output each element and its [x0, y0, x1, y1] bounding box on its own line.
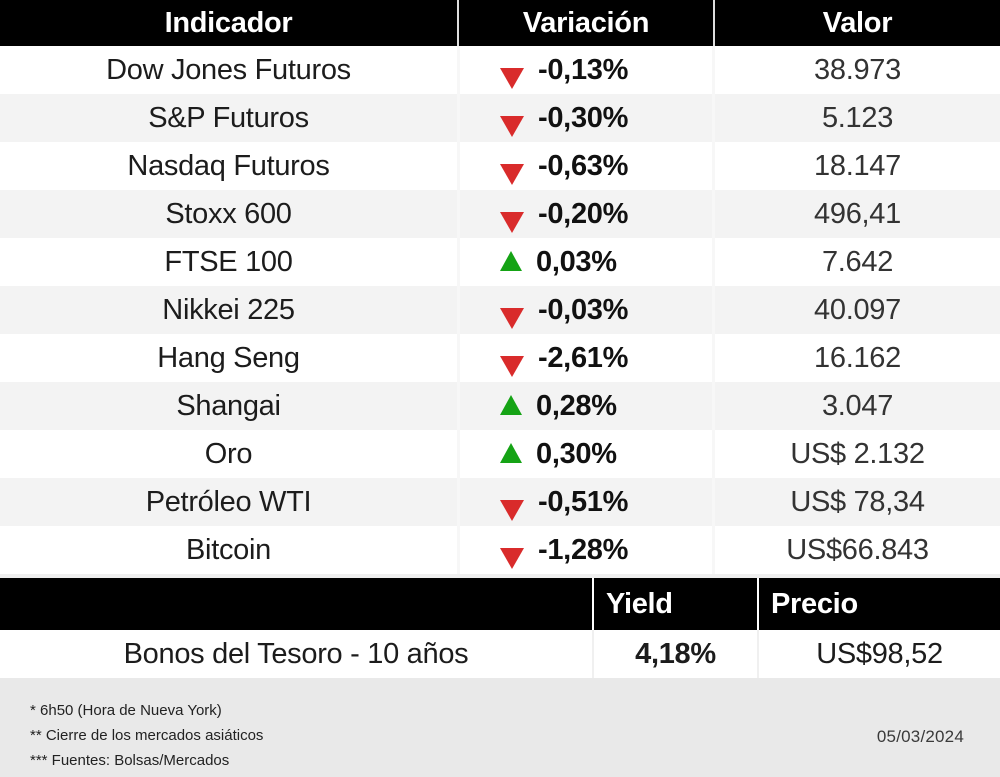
variation-cell: -0,30%: [457, 94, 715, 142]
variation-value: -0,63%: [538, 149, 629, 182]
column-header-variacion: Variación: [457, 0, 715, 46]
indicator-name: Petróleo WTI: [145, 485, 312, 518]
indicator-value: 3.047: [821, 389, 894, 422]
indicator-name: Nikkei 225: [162, 293, 295, 326]
variation-value: 0,03%: [536, 245, 617, 278]
arrow-down-icon: [500, 499, 524, 521]
variation-value: -0,51%: [538, 485, 629, 518]
column-header-indicador: Indicador: [164, 6, 293, 39]
footnote-asian-close: ** Cierre de los mercados asiáticos: [30, 727, 264, 744]
table-row: FTSE 100 0,03% 7.642: [0, 238, 1000, 286]
variation-cell: -0,03%: [457, 286, 715, 334]
footnote-sources: *** Fuentes: Bolsas/Mercados: [30, 752, 230, 769]
indicator-value: US$ 2.132: [790, 437, 925, 470]
variation-cell: 0,30%: [457, 430, 715, 478]
arrow-down-icon: [500, 307, 524, 329]
arrow-down-icon: [500, 211, 524, 233]
indicator-value: 496,41: [814, 197, 901, 230]
variation-value: -0,03%: [538, 293, 629, 326]
footnote-time: * 6h50 (Hora de Nueva York): [30, 702, 222, 719]
arrow-down-icon: [500, 547, 524, 569]
variation-value: 0,28%: [536, 389, 617, 422]
arrow-up-icon: [500, 251, 522, 271]
table1-body: Dow Jones Futuros -0,13% 38.973 S&P Futu…: [0, 46, 1000, 574]
table-row: Dow Jones Futuros -0,13% 38.973: [0, 46, 1000, 94]
table-row: S&P Futuros -0,30% 5.123: [0, 94, 1000, 142]
indicator-name: Oro: [204, 437, 253, 470]
variation-value: -2,61%: [538, 341, 629, 374]
variation-cell: -2,61%: [457, 334, 715, 382]
date-label: 05/03/2024: [876, 727, 964, 746]
variation-value: 0,30%: [536, 437, 617, 470]
table-separator: [0, 574, 1000, 578]
table-row: Oro 0,30% US$ 2.132: [0, 430, 1000, 478]
variation-cell: -0,20%: [457, 190, 715, 238]
indicator-name: Hang Seng: [157, 341, 300, 374]
bond-price-value: US$98,52: [757, 630, 1000, 678]
indicator-name: Shangai: [176, 389, 281, 422]
variation-value: -0,20%: [538, 197, 629, 230]
variation-cell: -0,13%: [457, 46, 715, 94]
indicator-value: 18.147: [814, 149, 901, 182]
variation-value: -1,28%: [538, 533, 629, 566]
column-header-yield: Yield: [592, 578, 757, 630]
indicator-value: US$66.843: [786, 533, 929, 566]
variation-value: -0,30%: [538, 101, 629, 134]
arrow-up-icon: [500, 395, 522, 415]
arrow-down-icon: [500, 355, 524, 377]
column-header-empty: [0, 578, 592, 630]
indicator-name: S&P Futuros: [148, 101, 309, 134]
bond-label: Bonos del Tesoro - 10 años: [123, 637, 469, 670]
variation-cell: 0,28%: [457, 382, 715, 430]
indicator-name: Stoxx 600: [165, 197, 292, 230]
arrow-down-icon: [500, 67, 524, 89]
table-row: Nasdaq Futuros -0,63% 18.147: [0, 142, 1000, 190]
table-row: Bitcoin -1,28% US$66.843: [0, 526, 1000, 574]
indicator-value: 16.162: [814, 341, 901, 374]
variation-cell: 0,03%: [457, 238, 715, 286]
table-row: Hang Seng -2,61% 16.162: [0, 334, 1000, 382]
table-row: Petróleo WTI -0,51% US$ 78,34: [0, 478, 1000, 526]
indicator-value: US$ 78,34: [790, 485, 925, 518]
arrow-down-icon: [500, 163, 524, 185]
column-header-precio: Precio: [757, 578, 1000, 630]
indicator-value: 7.642: [821, 245, 894, 278]
table2-header-row: Yield Precio: [0, 578, 1000, 630]
variation-cell: -0,63%: [457, 142, 715, 190]
indicator-name: FTSE 100: [164, 245, 293, 278]
bond-yield-value: 4,18%: [592, 630, 757, 678]
indicator-value: 40.097: [814, 293, 901, 326]
variation-cell: -1,28%: [457, 526, 715, 574]
table-row: Shangai 0,28% 3.047: [0, 382, 1000, 430]
arrow-up-icon: [500, 443, 522, 463]
variation-cell: -0,51%: [457, 478, 715, 526]
table-row: Nikkei 225 -0,03% 40.097: [0, 286, 1000, 334]
arrow-down-icon: [500, 115, 524, 137]
indicator-name: Bitcoin: [186, 533, 271, 566]
footer: * 6h50 (Hora de Nueva York) ** Cierre de…: [0, 678, 1000, 777]
indicator-name: Dow Jones Futuros: [106, 53, 351, 86]
indicator-name: Nasdaq Futuros: [127, 149, 330, 182]
table-row: Stoxx 600 -0,20% 496,41: [0, 190, 1000, 238]
indicator-value: 38.973: [814, 53, 901, 86]
variation-value: -0,13%: [538, 53, 629, 86]
table1-header-row: Indicador Variación Valor: [0, 0, 1000, 46]
column-header-valor: Valor: [822, 6, 893, 39]
indicator-value: 5.123: [821, 101, 894, 134]
bond-row: Bonos del Tesoro - 10 años 4,18% US$98,5…: [0, 630, 1000, 678]
